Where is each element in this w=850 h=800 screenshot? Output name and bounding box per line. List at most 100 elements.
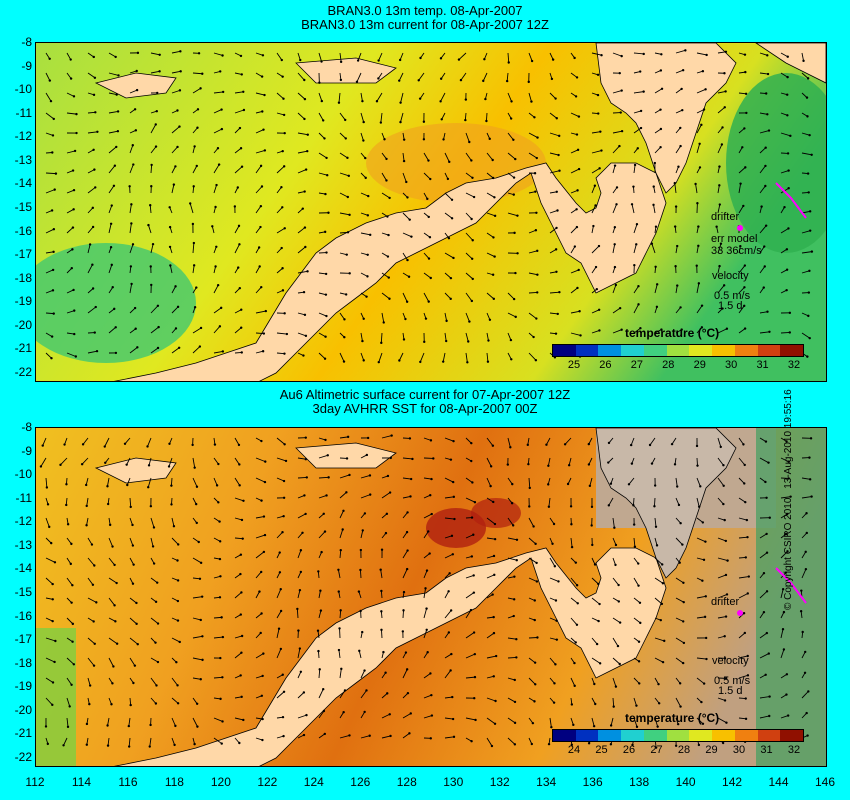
current-arrow [423,673,431,679]
current-arrow-head [113,604,116,607]
current-arrow-head [302,290,306,294]
current-arrow [45,251,54,254]
current-arrow-head [680,87,683,91]
current-arrow [318,689,324,699]
current-arrow-head [362,139,365,142]
current-arrow-head [132,681,135,685]
current-arrow-head [744,500,747,504]
current-arrow [255,571,262,579]
current-arrow-head [469,608,473,612]
current-arrow-head [427,530,430,533]
current-arrow-head [513,231,516,235]
current-arrow [234,109,245,114]
current-arrow-head [459,78,463,82]
current-arrow-head [240,518,244,522]
current-arrow [86,497,89,507]
current-arrow-head [175,661,178,664]
current-arrow [129,617,137,625]
current-arrow-head [660,53,663,56]
current-arrow-head [116,130,120,133]
current-arrow [108,223,112,234]
current-arrow [168,457,173,467]
current-arrow-head [342,360,346,363]
current-arrow-head [765,551,769,554]
current-arrow-head [704,540,707,543]
current-arrow [255,653,264,659]
current-arrow [213,52,223,56]
y-tick-label: -20 [14,317,32,332]
y-tick-label: -20 [14,702,32,717]
current-arrow [129,517,133,526]
current-arrow [213,109,222,114]
bottom-velocity-time: 1.5 d [718,685,743,697]
current-arrow-head [785,693,788,696]
current-arrow-head [71,248,74,251]
current-arrow-head [259,164,263,168]
current-arrow [528,291,538,294]
current-arrow-head [445,319,448,323]
current-arrow-head [195,521,198,525]
current-arrow [570,597,579,604]
current-arrow-head [782,610,786,614]
current-arrow-head [430,477,433,481]
current-arrow [549,112,558,119]
current-arrow [81,457,89,465]
current-arrow-head [110,263,113,267]
current-arrow-head [449,669,452,672]
current-arrow [507,737,516,745]
current-arrow [360,352,365,361]
current-arrow [528,250,538,254]
current-arrow [318,92,323,102]
current-arrow-head [93,642,96,646]
y-tick-label: -21 [14,341,32,356]
y-tick-label: -12 [14,514,32,529]
current-arrow [631,204,635,214]
current-arrow-head [217,501,220,504]
current-arrow [398,72,404,81]
current-arrow-head [764,164,767,168]
current-arrow [780,457,789,463]
current-arrow-head [176,684,179,687]
current-arrow-head [509,338,513,342]
current-arrow-head [470,459,473,463]
current-arrow-head [424,587,427,590]
current-arrow-head [554,599,558,602]
current-arrow-head [128,185,131,188]
current-arrow [148,224,152,234]
current-arrow [465,152,472,161]
current-arrow-head [405,530,409,534]
current-arrow [570,537,573,548]
current-arrow-head [547,483,550,486]
current-arrow-head [492,500,495,504]
current-arrow-head [697,225,700,228]
current-arrow-head [94,186,97,189]
current-arrow-head [106,744,110,747]
current-arrow-head [344,293,348,296]
current-arrow-head [132,563,135,566]
current-arrow-head [262,652,265,655]
current-arrow-head [781,588,785,591]
current-arrow-head [704,88,707,91]
current-arrow [402,568,408,579]
current-arrow [66,537,72,545]
current-arrow [570,149,579,154]
current-arrow [255,92,265,96]
current-arrow-head [676,485,679,488]
current-arrow [633,304,639,314]
current-arrow-head [343,318,346,321]
current-arrow-head [427,257,431,260]
current-arrow-head [71,169,75,172]
current-arrow-head [613,164,617,167]
current-arrow-head [723,106,726,109]
current-arrow-head [410,235,413,238]
current-arrow-head [674,744,678,747]
current-arrow-head [151,545,155,548]
current-arrow [192,717,198,727]
current-arrow-head [136,643,139,646]
current-arrow [171,70,181,74]
current-arrow-head [577,268,580,272]
current-arrow-head [106,485,109,488]
current-arrow-head [281,673,284,676]
current-arrow-head [114,351,118,355]
current-arrow [717,243,722,254]
